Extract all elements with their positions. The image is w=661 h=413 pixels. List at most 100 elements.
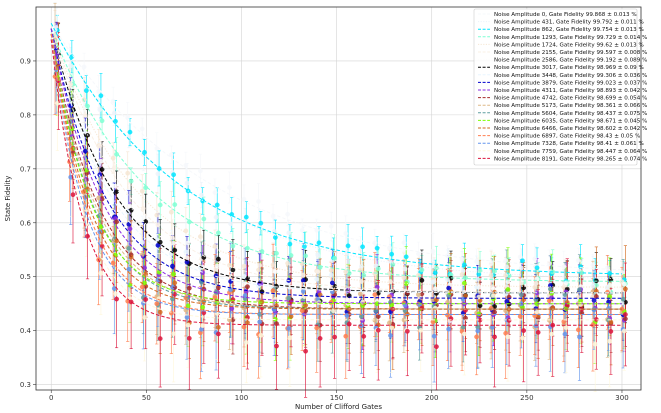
data-point: [212, 190, 218, 195]
data-point: [330, 280, 335, 286]
data-point: [563, 280, 569, 286]
data-point: [317, 336, 323, 341]
fit-curve-14: [50, 33, 622, 305]
data-point: [216, 331, 221, 337]
data-point: [285, 211, 290, 217]
data-point: [592, 341, 598, 347]
data-point: [184, 314, 190, 320]
data-point: [619, 270, 625, 275]
data-point: [171, 331, 176, 337]
data-point: [303, 302, 308, 308]
data-point: [139, 188, 145, 194]
data-point: [185, 322, 191, 328]
legend-entry: Noise Amplitude 862, Gate Fidelity 99.75…: [494, 27, 644, 33]
x-axis-label: Number of Clifford Gates: [295, 403, 382, 411]
data-point: [172, 247, 178, 253]
data-point: [431, 333, 437, 339]
data-point: [505, 287, 511, 292]
fit-curve-2: [50, 22, 623, 275]
data-point: [372, 240, 378, 246]
data-point: [401, 275, 407, 281]
data-point: [256, 267, 261, 273]
data-point: [517, 254, 523, 260]
x-tick-label: 100: [235, 394, 248, 402]
legend-entry: Noise Amplitude 4311, Gate Fidelity 98.8…: [494, 88, 647, 94]
data-point: [186, 285, 192, 291]
data-point: [212, 243, 218, 249]
data-point: [623, 286, 628, 292]
legend-box: [473, 8, 638, 166]
data-point: [258, 220, 264, 226]
x-tick-label: 250: [520, 394, 533, 402]
data-point: [155, 242, 161, 248]
data-point: [216, 230, 221, 236]
data-point: [459, 272, 465, 277]
data-point: [155, 222, 161, 228]
data-point: [243, 214, 249, 220]
data-point: [605, 284, 610, 290]
data-point: [142, 214, 147, 220]
data-point: [419, 278, 425, 283]
data-point: [492, 334, 497, 340]
data-point: [273, 269, 278, 274]
data-point: [591, 307, 597, 313]
data-point: [357, 291, 363, 297]
data-point: [548, 286, 553, 292]
y-tick-label: 0.5: [20, 273, 31, 281]
data-point: [170, 284, 175, 290]
data-point: [360, 244, 365, 250]
data-point: [99, 118, 105, 124]
data-point: [578, 302, 583, 307]
y-tick-label: 0.8: [20, 111, 31, 119]
data-point: [172, 202, 178, 207]
data-point: [372, 292, 378, 297]
data-point: [607, 338, 613, 344]
data-point: [142, 280, 147, 286]
data-point: [201, 216, 207, 222]
data-point: [125, 170, 131, 176]
data-point: [590, 283, 596, 289]
legend-entry: Noise Amplitude 1293, Gate Fidelity 99.7…: [494, 35, 647, 41]
data-point: [416, 251, 421, 257]
legend-entry: Noise Amplitude 6466, Gate Fidelity 98.6…: [494, 126, 647, 132]
data-point: [504, 264, 510, 270]
data-point: [430, 279, 436, 285]
data-point: [434, 344, 439, 350]
fit-curves: [50, 22, 623, 326]
data-point: [274, 343, 279, 349]
legend-entry: Noise Amplitude 0, Gate Fidelity 99.868 …: [494, 12, 637, 18]
data-point: [375, 327, 381, 333]
data-point: [198, 168, 203, 174]
data-point: [168, 152, 174, 158]
data-point: [213, 214, 219, 220]
data-point: [533, 281, 539, 286]
fit-curve-8: [50, 28, 622, 294]
data-point: [273, 235, 278, 240]
data-point: [228, 273, 233, 279]
data-point: [374, 245, 380, 251]
data-point: [54, 100, 60, 106]
data-point: [184, 180, 190, 186]
legend-entry: Noise Amplitude 3017, Gate Fidelity 98.9…: [494, 65, 644, 71]
data-point: [328, 223, 334, 229]
data-point: [361, 272, 367, 278]
data-point: [474, 334, 479, 340]
fit-curve-17: [50, 39, 622, 315]
data-point: [459, 256, 465, 262]
data-point: [533, 323, 539, 329]
data-point: [590, 262, 596, 268]
fit-curve-5: [50, 28, 622, 294]
data-point: [475, 328, 481, 334]
data-point: [127, 226, 133, 232]
data-point: [372, 271, 378, 277]
data-point: [214, 202, 220, 208]
data-point: [157, 336, 163, 341]
x-tick-label: 300: [615, 394, 628, 402]
data-point: [576, 327, 581, 333]
data-point: [389, 325, 395, 331]
data-point: [142, 315, 147, 320]
data-point: [139, 126, 145, 132]
legend-entry: Noise Amplitude 2586, Gate Fidelity 99.1…: [494, 58, 647, 64]
data-point: [419, 267, 425, 273]
fit-curve-15: [50, 33, 622, 310]
